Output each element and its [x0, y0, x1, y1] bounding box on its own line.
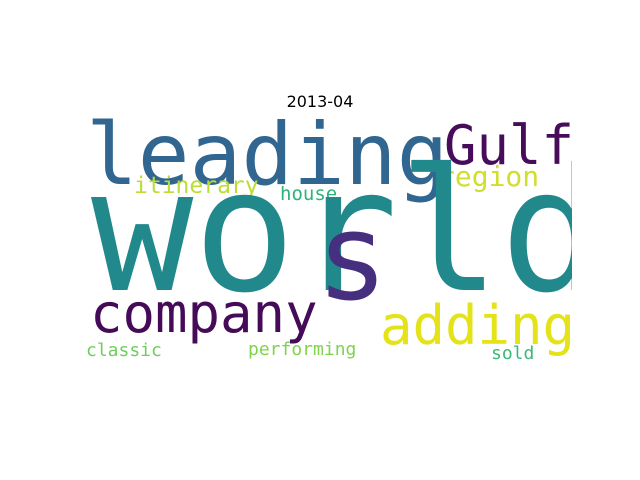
- word-classic: classic: [86, 340, 162, 361]
- word-gulf: Gulf: [444, 117, 572, 177]
- word-leading: leading: [86, 117, 449, 205]
- word-sold: sold: [491, 343, 535, 364]
- word-performing: performing: [248, 339, 357, 360]
- word-house: house: [280, 183, 338, 205]
- word-company: company: [90, 282, 318, 345]
- word-region: region: [438, 160, 540, 193]
- word-adding: adding: [380, 294, 572, 357]
- word-s: s: [316, 189, 389, 328]
- word-itinerary: itinerary: [134, 173, 259, 199]
- chart-title: 2013-04: [286, 92, 354, 111]
- word-cloud: leading Gulf region itinerary house worl…: [78, 117, 572, 365]
- word-world: world: [91, 133, 572, 331]
